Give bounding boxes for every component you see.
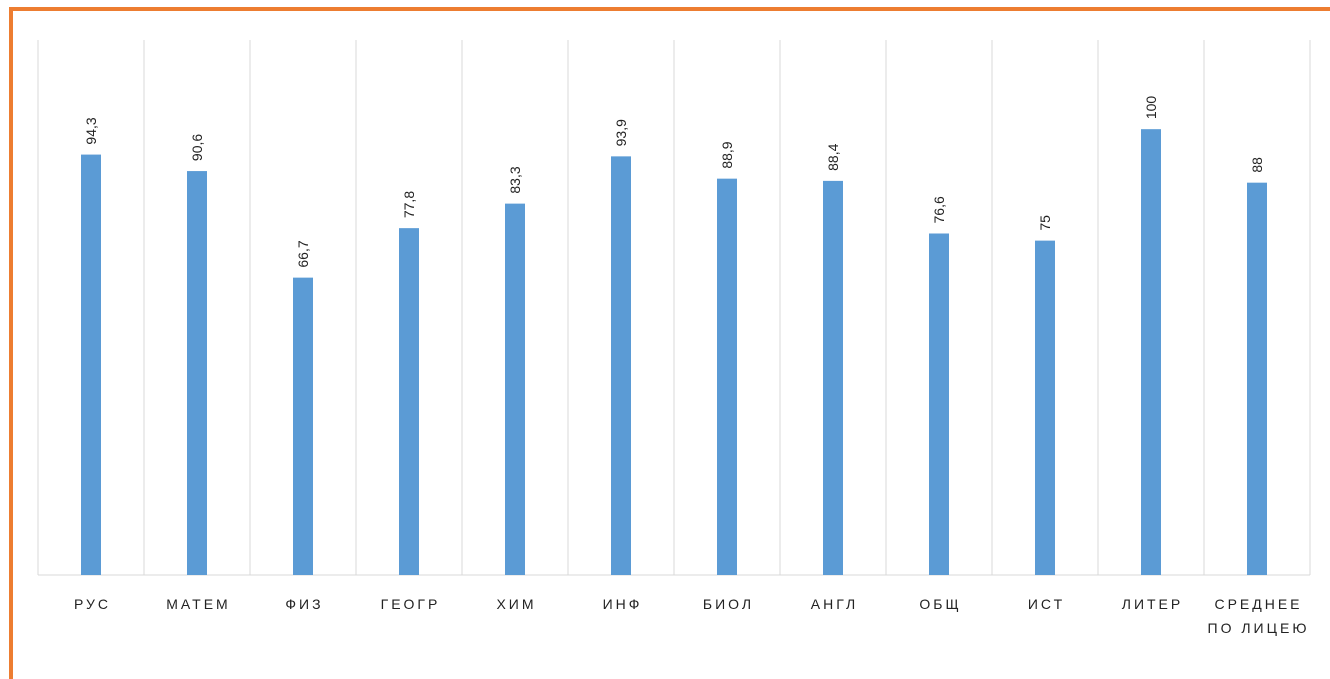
bar [823, 180, 843, 575]
data-label: 88,9 [719, 141, 735, 168]
bar [505, 203, 525, 575]
bar [611, 156, 631, 576]
x-tick-label: ИСТ [1027, 596, 1066, 612]
data-label: 100 [1143, 96, 1159, 120]
data-label: 83,3 [507, 166, 523, 193]
bar [929, 233, 949, 575]
data-label: 66,7 [295, 240, 311, 267]
x-tick-label: СРЕДНЕЕ ПО ЛИЦЕЮ [1207, 596, 1310, 636]
x-tick-label: АНГЛ [810, 596, 859, 612]
bar [81, 154, 101, 575]
bar [1141, 129, 1161, 575]
data-label: 88,4 [825, 143, 841, 170]
data-label: 77,8 [401, 191, 417, 218]
bar [1247, 182, 1267, 575]
x-tick-label: ГЕОГР [380, 596, 441, 612]
bar [399, 228, 419, 575]
x-tick-label: БИОЛ [702, 596, 755, 612]
data-label: 90,6 [189, 134, 205, 161]
x-tick-label: ФИЗ [285, 596, 324, 612]
x-tick-label: ЛИТЕР [1121, 596, 1184, 612]
x-tick-label: ХИМ [496, 596, 537, 612]
data-label: 94,3 [83, 117, 99, 144]
bar [1035, 240, 1055, 575]
bar [717, 178, 737, 575]
data-label: 76,6 [931, 196, 947, 223]
data-label: 75 [1037, 215, 1053, 231]
bar [293, 277, 313, 575]
bar [187, 171, 207, 575]
data-label: 93,9 [613, 119, 629, 146]
x-tick-label: ИНФ [602, 596, 643, 612]
data-label: 88 [1249, 157, 1265, 173]
x-tick-label: ОБЩ [919, 596, 962, 612]
x-tick-label: МАТЕМ [166, 596, 231, 612]
x-tick-label: РУС [73, 596, 112, 612]
